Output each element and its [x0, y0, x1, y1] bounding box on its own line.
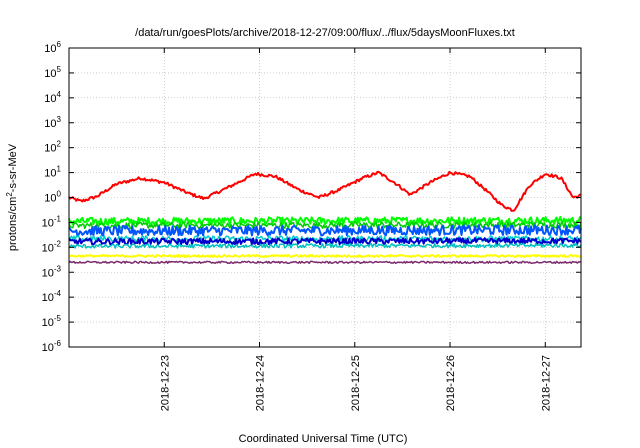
- x-axis-ticks: 2018-12-23 2018-12-24 2018-12-25 2018-12-26…: [159, 48, 552, 411]
- y-axis-ticks: 10-6 10-5 10-4 10-3 10-2 10-1 100 101 102 103 104 1…: [42, 40, 581, 354]
- y-tick-label: 105: [44, 65, 61, 80]
- series-line-6: [68, 242, 582, 249]
- grid-lines: [69, 47, 581, 348]
- x-tick-label: 2018-12-27: [540, 355, 552, 411]
- y-tick-label: 10-2: [42, 239, 62, 254]
- series-line-8: [68, 260, 582, 265]
- y-tick-label: 106: [44, 40, 61, 55]
- x-tick-label: 2018-12-23: [159, 355, 171, 411]
- x-tick-label: 2018-12-24: [255, 355, 267, 411]
- series-line-3: [68, 224, 582, 237]
- y-tick-label: 101: [44, 165, 61, 180]
- x-tick-label: 2018-12-26: [445, 355, 457, 411]
- series-line-1: [68, 215, 582, 226]
- y-tick-label: 10-6: [42, 339, 62, 354]
- y-tick-label: 102: [44, 140, 61, 155]
- x-axis-label: Coordinated Universal Time (UTC): [239, 433, 408, 445]
- series-line-4: [68, 235, 582, 243]
- y-tick-label: 10-1: [42, 214, 62, 229]
- y-tick-label: 103: [44, 115, 61, 130]
- series-line-0: [68, 170, 582, 212]
- y-tick-label: 100: [44, 190, 61, 205]
- x-tick-label: 2018-12-25: [350, 355, 362, 411]
- y-axis-label: protons/cm2-s-sr-MeV: [5, 143, 19, 251]
- y-tick-label: 10-3: [42, 264, 62, 279]
- y-tick-label: 104: [44, 90, 61, 105]
- series-line-7: [68, 254, 581, 258]
- y-tick-label: 10-5: [42, 314, 62, 329]
- y-tick-label: 10-4: [42, 289, 62, 304]
- series-line-5: [68, 237, 582, 246]
- chart-title: /data/run/goesPlots/archive/2018-12-27/0…: [135, 27, 515, 39]
- series-group: [68, 170, 582, 265]
